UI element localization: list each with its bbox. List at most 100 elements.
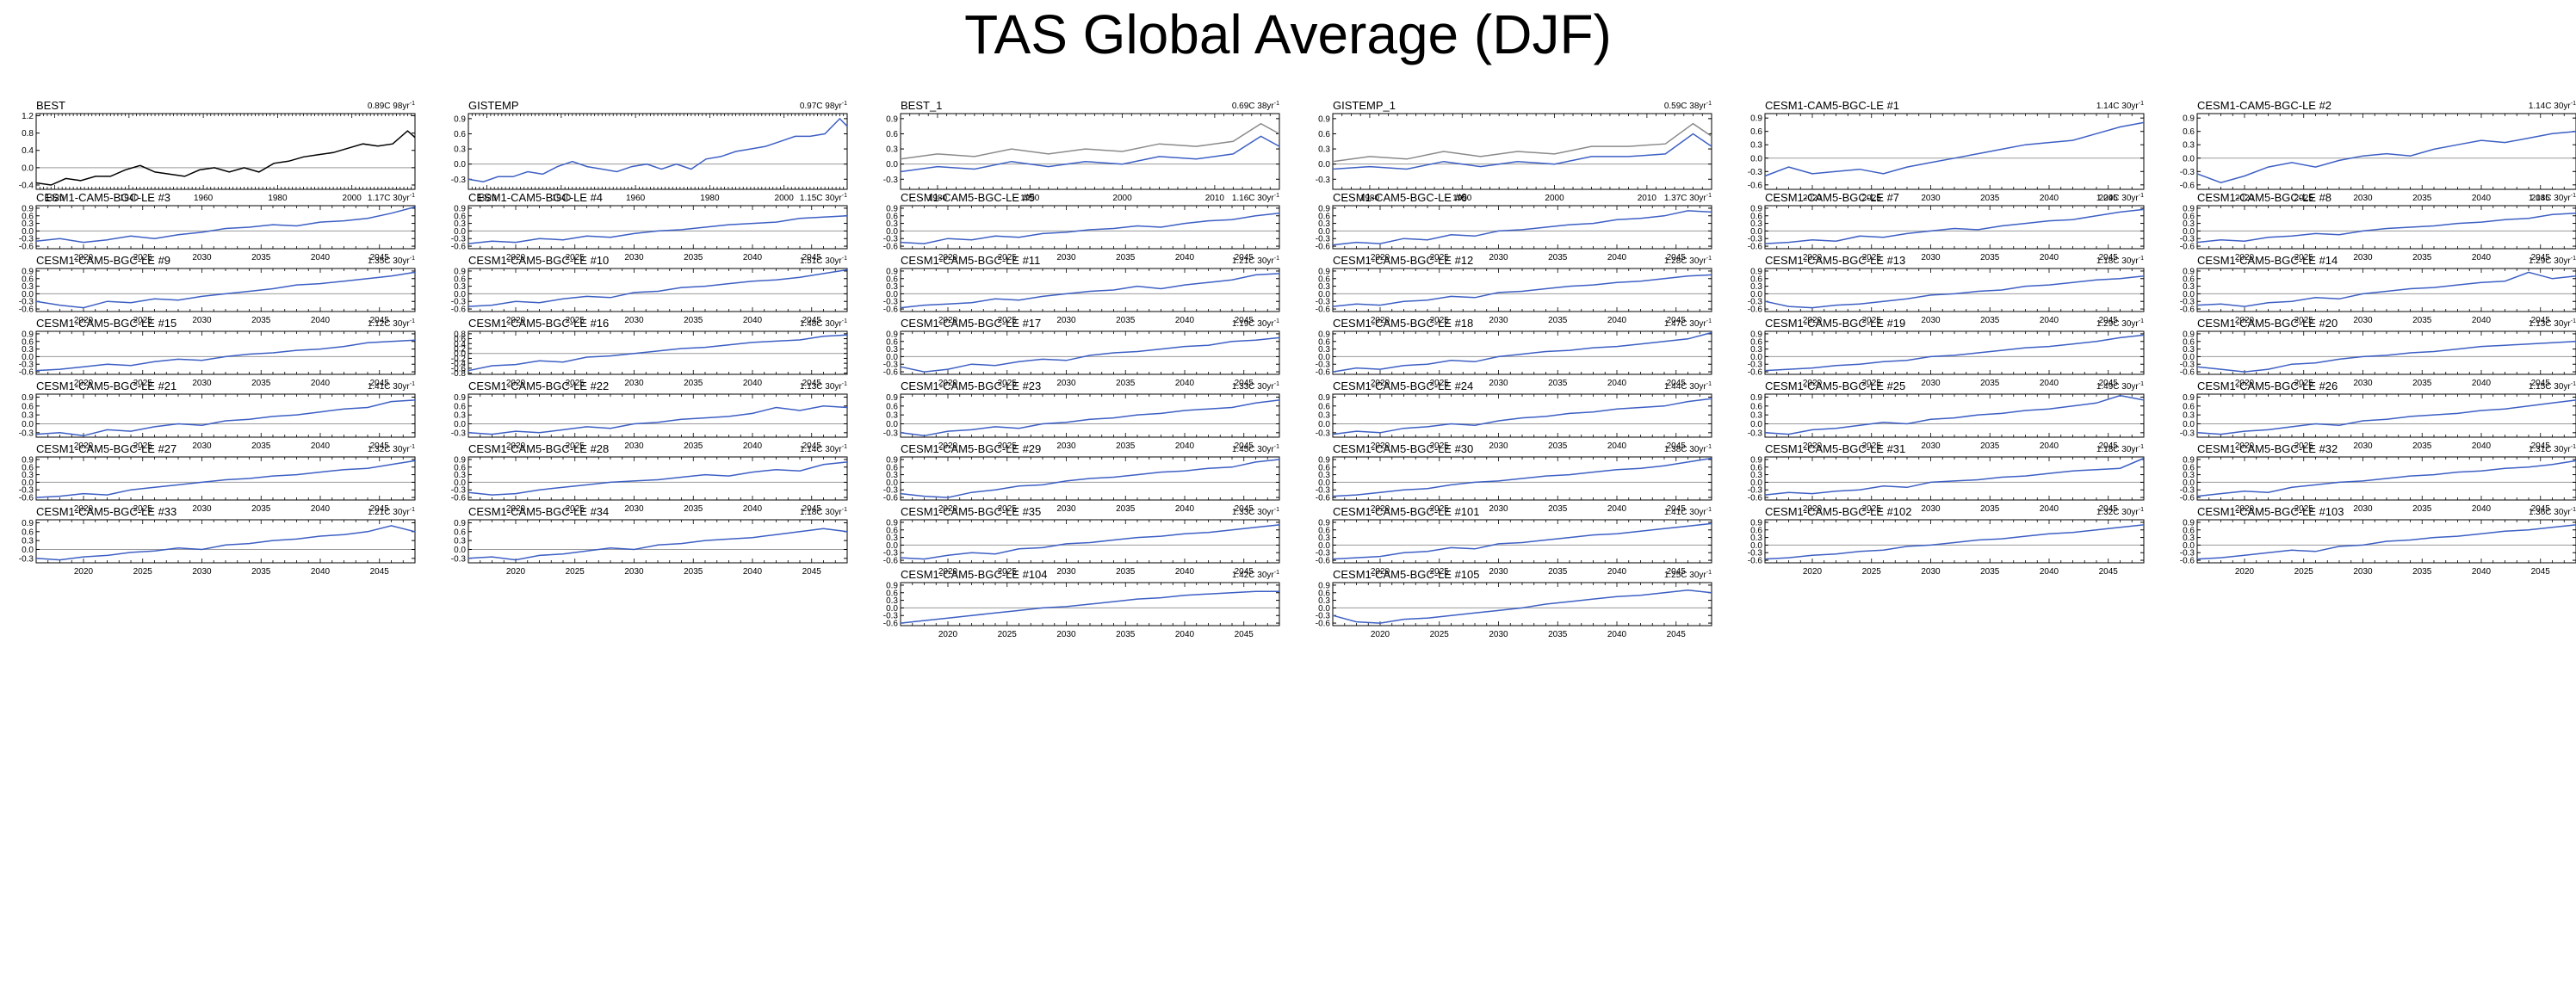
x-tick-label: 2035 (1116, 567, 1136, 577)
y-tick-label: 0.3 (454, 145, 466, 155)
x-tick-label: 2035 (1116, 504, 1136, 514)
plot-frame (468, 268, 848, 312)
x-tick-label: 2000 (1112, 194, 1132, 203)
panel-title: CESM1-CAM5-BGC-LE #34 (468, 505, 609, 518)
x-tick-label: 2030 (1921, 253, 1941, 262)
x-tick-label: 2030 (1056, 379, 1076, 388)
y-tick-label: 0.6 (22, 212, 34, 221)
x-tick-label: 2045 (1235, 316, 1254, 325)
x-tick-label: 2040 (2040, 316, 2059, 325)
y-tick-label: 0.3 (886, 596, 898, 606)
x-tick-label: 2025 (1862, 379, 1882, 388)
series-line (1332, 398, 1712, 435)
y-tick-label: 0.6 (454, 130, 466, 139)
y-tick-label: 0.4 (22, 146, 34, 156)
panel-21: CESM1-CAM5-BGC-LE #17 1.19C 30yr-10.90.60… (883, 317, 1280, 388)
y-tick-label: 0.9 (1750, 518, 1762, 528)
x-tick-label: 2045 (370, 567, 390, 577)
y-tick-label: 0.3 (886, 471, 898, 480)
trend-label: 1.18C 30yr-1 (800, 507, 847, 517)
trend-label: 1.18C 30yr-1 (2096, 444, 2144, 454)
series-line (468, 405, 848, 435)
y-tick-label: 0.0 (2183, 420, 2195, 429)
x-tick-label: 2040 (2472, 253, 2492, 262)
trend-label: 1.32C 30yr-1 (2096, 507, 2144, 517)
x-tick-label: 2035 (251, 441, 271, 451)
x-tick-label: 2020 (1371, 316, 1390, 325)
x-tick-label: 2035 (1980, 441, 2000, 451)
plot-frame (468, 205, 848, 250)
y-tick-label: 0.9 (22, 267, 34, 276)
x-tick-label: 2030 (1921, 379, 1941, 388)
panel-1: BEST 0.89C 98yr-1 1.2 0.8 0.4 0.0 -0.4 1920 1940… (19, 99, 416, 203)
x-tick-label: 2020 (74, 441, 94, 451)
x-tick-label: 2025 (2294, 441, 2314, 451)
y-tick-label: -0.3 (1748, 429, 1763, 438)
y-tick-label: 0.0 (22, 164, 34, 173)
panel-37: CESM1-CAM5-BGC-LE #33 1.21C 30yr-10.90.60… (19, 505, 416, 577)
y-tick-label: 0.3 (1318, 282, 1330, 292)
series-line (900, 213, 1280, 244)
x-tick-label: 2025 (1430, 441, 1450, 451)
y-tick-label: 0.0 (1318, 478, 1330, 488)
trend-label: 1.19C 30yr-1 (1232, 318, 1279, 329)
y-tick-label: 0.9 (22, 455, 34, 465)
panel-9: CESM1-CAM5-BGC-LE #5 1.16C 30yr-10.90.60.… (883, 191, 1280, 262)
x-tick-label: 2020 (938, 379, 958, 388)
y-tick-label: -0.6 (1748, 557, 1763, 566)
panel-32: CESM1-CAM5-BGC-LE #28 1.14C 30yr-10.90.60… (451, 442, 848, 514)
y-tick-label: -0.6 (883, 368, 899, 378)
x-tick-label: 1980 (268, 194, 288, 203)
trend-label: 1.18C 30yr-1 (2096, 256, 2144, 266)
y-tick-label: 0.0 (2183, 541, 2195, 551)
x-tick-label: 2035 (251, 253, 271, 262)
series-line (35, 206, 416, 244)
y-tick-label: -0.3 (1316, 235, 1331, 244)
panel-24: CESM1-CAM5-BGC-LE #20 1.13C 30yr-10.90.60… (2180, 317, 2576, 388)
y-tick-label: 0.0 (22, 420, 34, 429)
y-tick-label: 0.9 (886, 204, 898, 213)
y-tick-label: 0.3 (22, 537, 34, 546)
x-tick-label: 2030 (1489, 567, 1508, 577)
trend-label: 1.16C 30yr-1 (1232, 193, 1279, 203)
panel-title: CESM1-CAM5-BGC-LE #2 (2197, 99, 2331, 112)
x-tick-label: 2025 (2294, 253, 2314, 262)
x-tick-label: 2030 (1056, 630, 1076, 639)
x-tick-label: 2020 (1371, 567, 1390, 577)
y-tick-label: 0.6 (2183, 275, 2195, 284)
y-tick-label: 0.3 (886, 345, 898, 355)
x-tick-label: 2030 (192, 253, 212, 262)
x-tick-label: 2020 (938, 567, 958, 577)
y-tick-label: -0.3 (1748, 486, 1763, 496)
y-tick-label: 0.3 (1750, 411, 1762, 421)
x-tick-label: 2020 (74, 504, 94, 514)
x-tick-label: 2020 (1803, 441, 1823, 451)
panel-11: CESM1-CAM5-BGC-LE #7 1.29C 30yr-10.90.60.… (1748, 191, 2145, 262)
series-line (468, 334, 848, 372)
y-tick-label: -0.3 (2180, 168, 2195, 177)
panel-title: CESM1-CAM5-BGC-LE #5 (901, 191, 1035, 204)
series-line (1764, 334, 2145, 372)
y-tick-label: 0.0 (2183, 353, 2195, 362)
y-tick-label: 0.0 (2183, 478, 2195, 488)
y-tick-label: -0.6 (1748, 243, 1763, 252)
panel-title: CESM1-CAM5-BGC-LE #1 (1765, 99, 1899, 112)
series-line (1764, 208, 2145, 244)
y-tick-label: 0.9 (1318, 267, 1330, 276)
series-line (35, 460, 416, 498)
y-tick-label: -0.3 (1316, 549, 1331, 559)
y-tick-label: 0.9 (2183, 518, 2195, 528)
x-tick-label: 2045 (2099, 504, 2119, 514)
y-tick-label: -0.3 (1316, 298, 1331, 307)
y-tick-label: 0.6 (1318, 212, 1330, 221)
y-tick-label: -0.6 (1748, 494, 1763, 503)
series-line (2196, 524, 2576, 560)
x-tick-label: 2035 (1980, 504, 2000, 514)
panel-title: CESM1-CAM5-BGC-LE #6 (1333, 191, 1467, 204)
x-tick-label: 2040 (743, 316, 763, 325)
y-tick-label: 0.4 (454, 340, 466, 349)
y-tick-label: 0.6 (2183, 463, 2195, 472)
panel-title: CESM1-CAM5-BGC-LE #25 (1765, 380, 1905, 392)
x-tick-label: 2030 (1921, 567, 1941, 577)
x-tick-label: 2040 (2040, 567, 2059, 577)
